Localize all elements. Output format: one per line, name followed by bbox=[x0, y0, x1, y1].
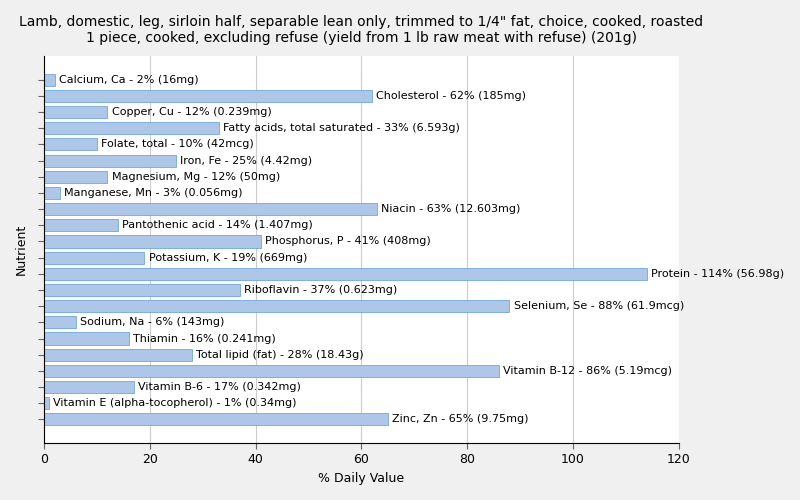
Text: Total lipid (fat) - 28% (18.43g): Total lipid (fat) - 28% (18.43g) bbox=[196, 350, 364, 360]
Bar bbox=[44, 365, 499, 377]
Bar bbox=[44, 414, 388, 426]
Bar bbox=[44, 170, 107, 183]
Bar bbox=[44, 74, 54, 86]
Bar bbox=[44, 187, 60, 199]
Text: Fatty acids, total saturated - 33% (6.593g): Fatty acids, total saturated - 33% (6.59… bbox=[222, 124, 460, 134]
X-axis label: % Daily Value: % Daily Value bbox=[318, 472, 405, 485]
Text: Pantothenic acid - 14% (1.407mg): Pantothenic acid - 14% (1.407mg) bbox=[122, 220, 313, 230]
Text: Phosphorus, P - 41% (408mg): Phosphorus, P - 41% (408mg) bbox=[265, 236, 431, 246]
Bar bbox=[44, 381, 134, 393]
Bar bbox=[44, 397, 50, 409]
Y-axis label: Nutrient: Nutrient bbox=[15, 224, 28, 275]
Bar bbox=[44, 252, 145, 264]
Bar bbox=[44, 268, 647, 280]
Text: Folate, total - 10% (42mcg): Folate, total - 10% (42mcg) bbox=[101, 140, 254, 149]
Text: Vitamin B-12 - 86% (5.19mcg): Vitamin B-12 - 86% (5.19mcg) bbox=[503, 366, 672, 376]
Bar bbox=[44, 284, 240, 296]
Bar bbox=[44, 219, 118, 232]
Text: Vitamin B-6 - 17% (0.342mg): Vitamin B-6 - 17% (0.342mg) bbox=[138, 382, 301, 392]
Text: Copper, Cu - 12% (0.239mg): Copper, Cu - 12% (0.239mg) bbox=[112, 107, 271, 117]
Bar bbox=[44, 122, 218, 134]
Bar bbox=[44, 154, 176, 166]
Text: Protein - 114% (56.98g): Protein - 114% (56.98g) bbox=[651, 269, 784, 279]
Text: Calcium, Ca - 2% (16mg): Calcium, Ca - 2% (16mg) bbox=[58, 74, 198, 85]
Title: Lamb, domestic, leg, sirloin half, separable lean only, trimmed to 1/4" fat, cho: Lamb, domestic, leg, sirloin half, separ… bbox=[19, 15, 703, 45]
Text: Thiamin - 16% (0.241mg): Thiamin - 16% (0.241mg) bbox=[133, 334, 275, 344]
Bar bbox=[44, 90, 372, 102]
Text: Selenium, Se - 88% (61.9mcg): Selenium, Se - 88% (61.9mcg) bbox=[514, 301, 684, 311]
Text: Cholesterol - 62% (185mg): Cholesterol - 62% (185mg) bbox=[376, 91, 526, 101]
Text: Sodium, Na - 6% (143mg): Sodium, Na - 6% (143mg) bbox=[80, 318, 224, 328]
Bar bbox=[44, 106, 107, 118]
Text: Zinc, Zn - 65% (9.75mg): Zinc, Zn - 65% (9.75mg) bbox=[392, 414, 529, 424]
Text: Potassium, K - 19% (669mg): Potassium, K - 19% (669mg) bbox=[149, 252, 307, 262]
Text: Niacin - 63% (12.603mg): Niacin - 63% (12.603mg) bbox=[382, 204, 521, 214]
Text: Manganese, Mn - 3% (0.056mg): Manganese, Mn - 3% (0.056mg) bbox=[64, 188, 242, 198]
Bar bbox=[44, 316, 76, 328]
Bar bbox=[44, 348, 192, 360]
Text: Iron, Fe - 25% (4.42mg): Iron, Fe - 25% (4.42mg) bbox=[181, 156, 313, 166]
Bar bbox=[44, 332, 129, 344]
Text: Magnesium, Mg - 12% (50mg): Magnesium, Mg - 12% (50mg) bbox=[112, 172, 280, 182]
Bar bbox=[44, 300, 510, 312]
Bar bbox=[44, 203, 378, 215]
Bar bbox=[44, 138, 97, 150]
Text: Riboflavin - 37% (0.623mg): Riboflavin - 37% (0.623mg) bbox=[244, 285, 397, 295]
Text: Vitamin E (alpha-tocopherol) - 1% (0.34mg): Vitamin E (alpha-tocopherol) - 1% (0.34m… bbox=[54, 398, 297, 408]
Bar bbox=[44, 236, 261, 248]
